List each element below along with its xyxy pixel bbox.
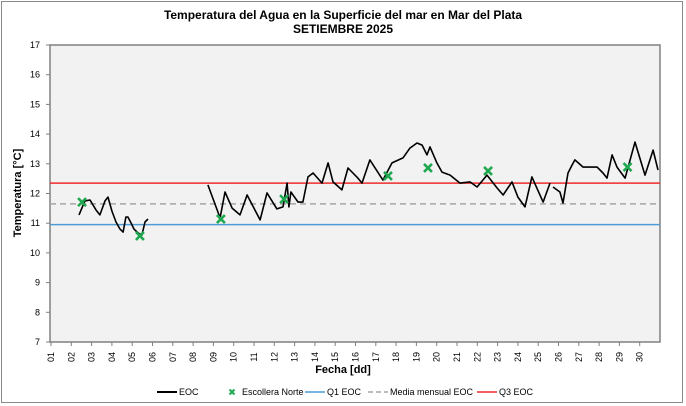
x-tick-label: 30	[635, 352, 645, 362]
escollera-norte-point	[77, 197, 87, 208]
y-axis-label: Temperatura [°C]	[12, 148, 24, 237]
y-tick-label: 13	[30, 159, 40, 169]
x-tick-label: 14	[310, 352, 320, 362]
x-tick-label: 23	[493, 352, 503, 362]
x-tick-label: 27	[574, 352, 584, 362]
x-tick-label: 25	[533, 352, 543, 362]
escollera-norte-point	[279, 194, 289, 205]
x-tick-label: 26	[554, 352, 564, 362]
escollera-norte-point	[622, 162, 633, 172]
x-tick-label: 20	[432, 352, 442, 362]
x-tick-label: 18	[391, 352, 401, 362]
y-tick-label: 10	[30, 248, 40, 258]
y-tick-label: 14	[30, 129, 40, 139]
legend-escollera-norte-label: Escollera Norte	[242, 387, 304, 397]
y-tick-label: 7	[35, 337, 40, 347]
y-tick-label: 17	[30, 40, 40, 50]
x-axis-label: Fecha [dd]	[315, 364, 371, 376]
escollera-norte-point	[483, 166, 493, 176]
x-tick-label: 08	[188, 352, 198, 362]
x-tick-label: 02	[66, 352, 76, 362]
escollera-norte-point	[383, 171, 393, 181]
x-tick-label: 24	[513, 352, 523, 362]
escollera-norte-point	[215, 214, 226, 224]
x-tick-label: 04	[107, 352, 117, 362]
legend-escollera-norte-marker	[228, 388, 236, 396]
plot-area	[49, 44, 661, 343]
escollera-norte-point	[134, 231, 145, 241]
x-tick-label: 10	[229, 352, 239, 362]
y-tick-label: 8	[35, 307, 40, 317]
x-tick-label: 03	[87, 352, 97, 362]
x-tick-label: 15	[330, 352, 340, 362]
legend-eoc-label: EOC	[179, 387, 199, 397]
legend-q3-label: Q3 EOC	[499, 387, 534, 397]
x-tick-label: 12	[269, 352, 279, 362]
x-tick-label: 19	[411, 352, 421, 362]
x-tick-label: 13	[290, 352, 300, 362]
x-tick-label: 22	[472, 352, 482, 362]
y-tick-label: 11	[31, 218, 40, 228]
x-tick-label: 28	[594, 352, 604, 362]
x-tick-label: 21	[452, 352, 462, 362]
x-tick-label: 06	[148, 352, 158, 362]
y-tick-label: 15	[30, 99, 40, 109]
x-tick-label: 07	[168, 352, 178, 362]
y-tick-label: 12	[30, 189, 40, 199]
x-tick-label: 29	[614, 352, 624, 362]
chart-subtitle: SETIEMBRE 2025	[293, 22, 393, 36]
x-tick-label: 17	[371, 352, 381, 362]
x-tick-label: 01	[46, 352, 56, 362]
legend-q1-label: Q1 EOC	[327, 387, 362, 397]
escollera-norte-point	[423, 163, 433, 173]
chart-title: Temperatura del Agua en la Superficie de…	[164, 8, 522, 22]
x-tick-label: 09	[208, 352, 218, 362]
y-tick-label: 16	[30, 70, 40, 80]
x-tick-label: 16	[351, 352, 361, 362]
legend-media-mensual-label: Media mensual EOC	[390, 387, 474, 397]
eoc-line-segment	[207, 142, 551, 221]
eoc-line-segment	[552, 141, 659, 204]
x-tick-label: 11	[249, 352, 259, 361]
x-tick-label: 05	[127, 352, 137, 362]
y-tick-label: 9	[35, 278, 40, 288]
